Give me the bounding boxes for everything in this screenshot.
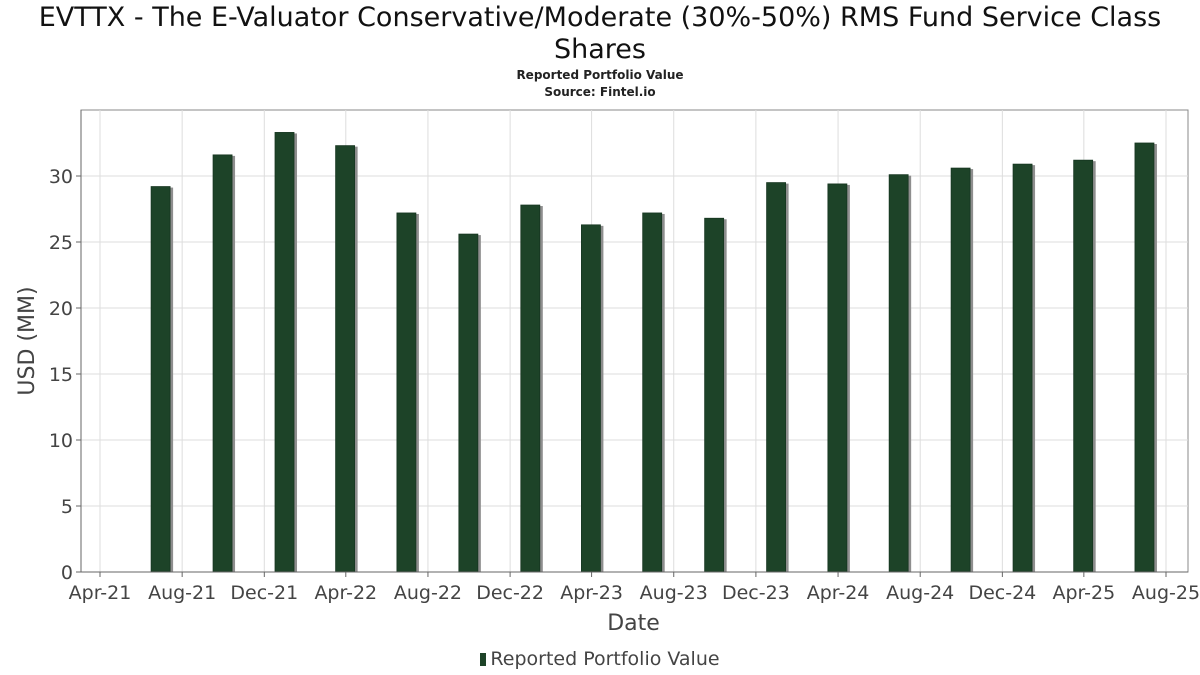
- bar: [1134, 142, 1155, 573]
- bar: [520, 204, 541, 573]
- bar: [212, 154, 233, 573]
- x-tick-label: Apr-23: [560, 582, 623, 604]
- y-axis-title: USD (MM): [15, 286, 40, 395]
- y-tick-label: 0: [61, 562, 73, 584]
- bar: [1012, 163, 1033, 573]
- x-tick-label: Apr-25: [1053, 582, 1116, 604]
- legend: Reported Portfolio Value: [0, 648, 1200, 670]
- x-tick-label: Apr-24: [807, 582, 870, 604]
- x-tick-label: Aug-21: [148, 582, 216, 604]
- chart-title: EVTTX - The E-Valuator Conservative/Mode…: [38, 2, 1162, 65]
- x-tick-label: Dec-21: [230, 582, 298, 604]
- x-tick-label: Apr-22: [314, 582, 377, 604]
- y-tick-label: 25: [49, 232, 73, 254]
- x-tick-label: Aug-23: [640, 582, 708, 604]
- bar: [827, 183, 848, 573]
- bar: [396, 212, 417, 573]
- bar: [335, 145, 356, 573]
- y-tick-label: 30: [49, 166, 73, 188]
- legend-swatch: [480, 653, 487, 666]
- y-tick-label: 5: [61, 496, 73, 518]
- x-tick-label: Aug-22: [394, 582, 462, 604]
- x-tick-label: Aug-25: [1132, 582, 1200, 604]
- bar: [458, 233, 479, 573]
- x-tick-label: Aug-24: [886, 582, 954, 604]
- y-tick-label: 15: [49, 364, 73, 386]
- x-tick-label: Dec-24: [968, 582, 1036, 604]
- x-tick-label: Dec-23: [722, 582, 790, 604]
- bar: [581, 224, 601, 573]
- bar: [766, 182, 786, 573]
- bar: [950, 167, 971, 573]
- chart-subtitle: Reported Portfolio Value: [516, 68, 684, 82]
- y-tick-label: 10: [49, 430, 73, 452]
- y-tick-label: 20: [49, 298, 73, 320]
- bar: [642, 212, 663, 573]
- bar: [704, 217, 725, 573]
- bar: [1073, 159, 1094, 573]
- x-tick-label: Apr-21: [69, 582, 132, 604]
- x-tick-label: Dec-22: [476, 582, 544, 604]
- bar: [888, 174, 909, 573]
- x-axis-title: Date: [607, 611, 660, 636]
- legend-label: Reported Portfolio Value: [490, 648, 720, 670]
- bar: [274, 132, 295, 573]
- chart-source: Source: Fintel.io: [544, 85, 656, 99]
- bar: [150, 186, 171, 573]
